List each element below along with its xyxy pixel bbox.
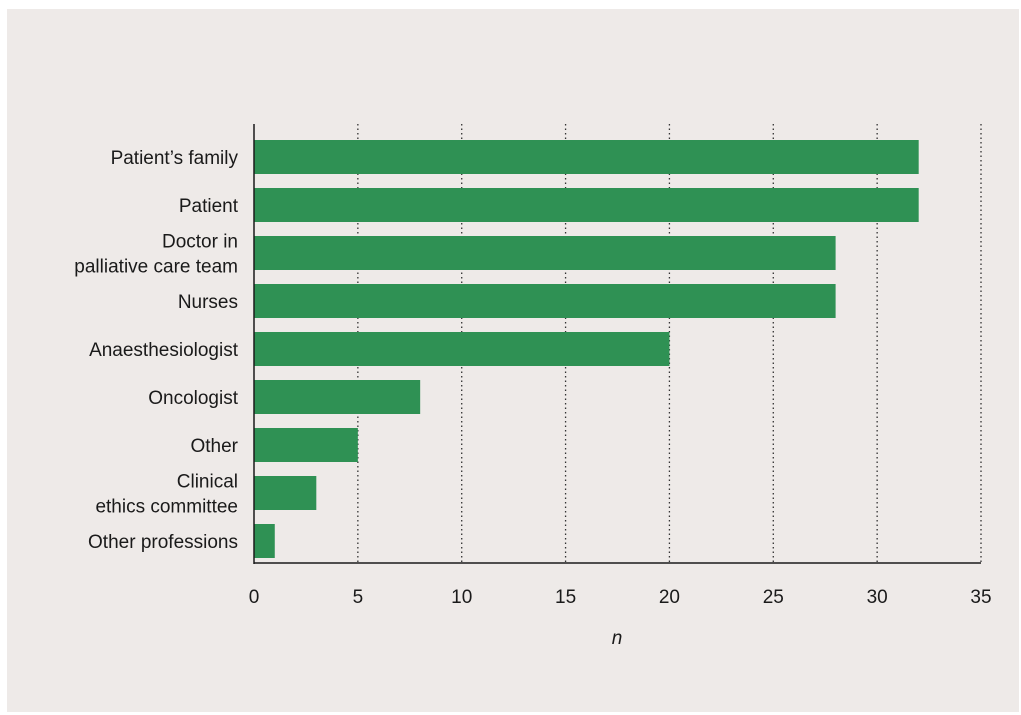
category-label: Doctor in: [162, 232, 238, 253]
category-label: palliative care team: [74, 257, 238, 278]
category-label: Oncologist: [148, 388, 238, 409]
x-tick-label: 30: [867, 587, 888, 608]
bar: [254, 236, 836, 270]
x-axis-title: n: [612, 628, 623, 649]
bar: [254, 284, 836, 318]
x-tick-label: 0: [249, 587, 260, 608]
bar: [254, 140, 919, 174]
bar: [254, 476, 317, 510]
bar: [254, 332, 670, 366]
bar: [254, 380, 421, 414]
category-label: Other professions: [88, 532, 238, 553]
x-tick-label: 35: [970, 587, 991, 608]
x-tick-label: 10: [451, 587, 472, 608]
bar: [254, 428, 358, 462]
category-label: Other: [190, 436, 238, 457]
category-label: Clinical: [177, 472, 238, 493]
x-tick-labels: 0 5 10 15 20 25 30 35: [249, 587, 992, 608]
category-label: ethics committee: [95, 497, 238, 518]
bar: [254, 188, 919, 222]
x-tick-label: 25: [763, 587, 784, 608]
bars: [254, 140, 919, 558]
x-tick-label: 5: [353, 587, 364, 608]
x-tick-label: 20: [659, 587, 680, 608]
category-label: Patient’s family: [111, 148, 239, 169]
axes: [253, 124, 981, 564]
x-tick-label: 15: [555, 587, 576, 608]
bar: [254, 524, 275, 558]
category-label: Patient: [179, 196, 239, 217]
category-labels: Patient’s family Patient Doctor in palliati…: [74, 148, 238, 553]
category-label: Anaesthesiologist: [89, 340, 239, 361]
category-label: Nurses: [178, 292, 238, 313]
